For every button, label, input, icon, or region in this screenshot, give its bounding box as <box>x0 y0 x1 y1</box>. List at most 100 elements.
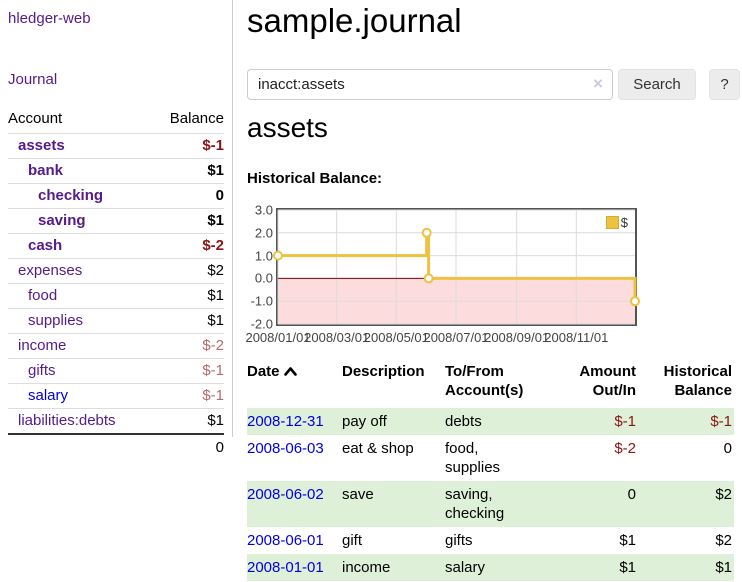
txn-balance: $2 <box>715 532 732 549</box>
x-tick-label: 2008/01/01 <box>245 330 311 345</box>
account-balance: $1 <box>151 158 224 184</box>
account-row-cash: cash $-2 <box>8 233 224 259</box>
accounts-header-account: Account <box>8 106 152 134</box>
txn-accounts: debts <box>445 413 482 430</box>
txn-date-link[interactable]: 2008-12-31 <box>247 413 324 430</box>
accounts-table: Account Balance assets $-1 bank $1 check… <box>8 106 224 460</box>
brand-link[interactable]: hledger-web <box>8 10 91 27</box>
account-balance: 0 <box>151 183 224 209</box>
search-input[interactable] <box>247 69 613 100</box>
account-row-food: food $1 <box>8 283 224 309</box>
account-link-bank[interactable]: bank <box>28 162 64 179</box>
account-row-liabilities-debts: liabilities:debts $1 <box>8 408 224 435</box>
account-link-assets[interactable]: assets <box>18 137 65 154</box>
account-balance: $-1 <box>151 133 224 159</box>
column-header-date[interactable]: Date <box>247 360 342 408</box>
y-tick-label: -2.0 <box>250 316 273 332</box>
x-tick-label: 2008/05/01 <box>363 330 429 345</box>
account-row-supplies: supplies $1 <box>8 308 224 334</box>
chart-canvas <box>273 209 640 325</box>
account-balance: $-2 <box>151 333 224 359</box>
search-button[interactable]: Search <box>618 69 696 100</box>
search-form: × Search ? <box>247 69 742 100</box>
y-tick-label: 2.0 <box>254 225 273 241</box>
account-balance: $1 <box>151 308 224 334</box>
account-row-income: income $-2 <box>8 333 224 359</box>
txn-description: eat & shop <box>342 440 414 457</box>
txn-amount: $1 <box>619 559 636 576</box>
account-link-supplies[interactable]: supplies <box>28 312 84 329</box>
clear-search-icon[interactable]: × <box>593 74 603 93</box>
account-link-food[interactable]: food <box>28 287 58 304</box>
txn-amount: 0 <box>627 486 636 503</box>
x-tick-label: 2008/09/01 <box>484 330 550 345</box>
txn-amount: $-2 <box>614 440 636 457</box>
legend-label: $ <box>620 215 628 230</box>
account-balance: $1 <box>151 208 224 234</box>
txn-accounts: gifts <box>445 532 473 549</box>
txn-date-link[interactable]: 2008-06-03 <box>247 440 324 457</box>
account-heading: assets <box>247 112 328 143</box>
txn-description: income <box>342 559 391 576</box>
nav-journal-link[interactable]: Journal <box>8 71 58 88</box>
y-tick-label: -1.0 <box>250 293 273 309</box>
account-balance: $-1 <box>151 383 224 409</box>
account-balance: $-2 <box>151 233 224 259</box>
page-title: sample.journal <box>247 2 462 39</box>
account-link-gifts[interactable]: gifts <box>28 362 56 379</box>
txn-balance: $-1 <box>710 413 732 430</box>
txn-date-link[interactable]: 2008-06-01 <box>247 532 324 549</box>
x-axis-labels: 2008/01/01 2008/03/01 2008/05/01 2008/07/01… <box>245 330 635 346</box>
txn-description: pay off <box>342 413 387 430</box>
accounts-total-row: 0 <box>8 434 224 460</box>
account-row-checking: checking 0 <box>8 183 224 209</box>
account-balance: $1 <box>151 283 224 309</box>
account-row-expenses: expenses $2 <box>8 258 224 284</box>
register-header-row: Date Description To/From Account(s) Amou… <box>247 360 734 408</box>
account-link-saving[interactable]: saving <box>38 212 86 229</box>
txn-balance: 0 <box>723 440 732 457</box>
txn-date-link[interactable]: 2008-06-02 <box>247 486 324 503</box>
txn-description: gift <box>342 532 363 549</box>
txn-accounts: saving, checking <box>445 486 505 522</box>
account-row-assets: assets $-1 <box>8 133 224 159</box>
txn-amount: $-1 <box>614 413 636 430</box>
y-tick-label: 0.0 <box>254 270 273 286</box>
chart-legend: $ <box>603 214 630 231</box>
historical-balance-chart: 3.0 2.0 1.0 0.0 -1.0 -2.0 $ 2008/01/01 2008/03… <box>245 202 687 352</box>
txn-date-link[interactable]: 2008-01-01 <box>247 559 324 576</box>
register-row: 2008-06-01 gift gifts $1 $2 <box>247 527 734 554</box>
x-tick-label: 2008/03/01 <box>304 330 370 345</box>
account-row-saving: saving $1 <box>8 208 224 234</box>
column-header-date-label: Date <box>247 363 280 380</box>
help-button[interactable]: ? <box>709 69 740 100</box>
account-row-salary: salary $-1 <box>8 383 224 409</box>
register-row: 2008-12-31 pay off debts $-1 $-1 <box>247 408 734 435</box>
register-row: 2008-01-01 income salary $1 $1 <box>247 554 734 581</box>
y-tick-label: 1.0 <box>254 248 273 264</box>
txn-accounts: food, supplies <box>445 440 501 476</box>
y-axis-labels: 3.0 2.0 1.0 0.0 -1.0 -2.0 <box>247 203 273 332</box>
account-link-expenses[interactable]: expenses <box>18 262 83 279</box>
account-link-salary[interactable]: salary <box>28 387 69 404</box>
accounts-header-balance: Balance <box>151 106 224 134</box>
column-header-description: Description <box>342 363 425 380</box>
sidebar: hledger-web Journal Account Balance asse… <box>0 0 233 456</box>
account-row-bank: bank $1 <box>8 158 224 184</box>
register-row: 2008-06-03 eat & shop food, supplies $-2… <box>247 435 734 481</box>
account-link-cash[interactable]: cash <box>28 237 63 254</box>
y-tick-label: 3.0 <box>254 202 273 218</box>
account-balance: $1 <box>151 408 224 435</box>
column-header-balance: Historical Balance <box>663 363 732 399</box>
accounts-total: 0 <box>215 439 224 456</box>
account-link-income[interactable]: income <box>18 337 67 354</box>
register-table: Date Description To/From Account(s) Amou… <box>247 360 734 581</box>
accounts-header-row: Account Balance <box>8 106 224 134</box>
account-link-checking[interactable]: checking <box>38 187 104 204</box>
account-link-liabilities-debts[interactable]: liabilities:debts <box>18 412 116 429</box>
x-tick-label: 2008/11/01 <box>544 330 609 345</box>
legend-swatch-icon <box>605 216 619 229</box>
account-row-gifts: gifts $-1 <box>8 358 224 384</box>
account-balance: $2 <box>151 258 224 284</box>
plot-area: $ <box>273 208 640 326</box>
